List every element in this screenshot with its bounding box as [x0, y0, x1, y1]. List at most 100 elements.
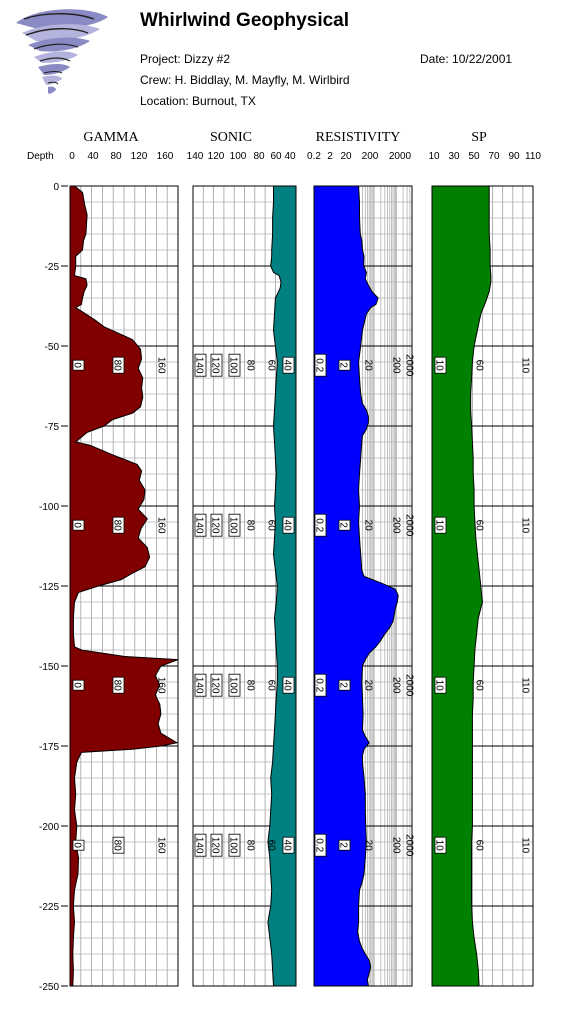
svg-text:80: 80: [245, 520, 256, 532]
inline-scale-label: 140: [194, 673, 207, 697]
svg-text:20: 20: [363, 680, 374, 692]
inline-scale-label: 20: [363, 680, 374, 692]
inline-scale-label: 140: [194, 833, 207, 857]
inline-scale-label: 80: [112, 836, 125, 854]
svg-text:110: 110: [520, 357, 531, 373]
svg-text:100: 100: [228, 517, 239, 534]
svg-text:2000: 2000: [404, 354, 415, 377]
inline-scale-label: 120: [210, 833, 223, 857]
track-scale-label: 40: [87, 151, 99, 162]
track-sp: SP 10 30 50 70 90 110 10 60 110 10 60 110 10 60 110 10 60…: [428, 130, 541, 987]
svg-text:200: 200: [391, 517, 402, 534]
inline-scale-label: 40: [282, 676, 295, 694]
inline-scale-label: 20: [363, 360, 374, 372]
depth-axis-label: Depth: [27, 151, 54, 162]
depth-tick-label: -25: [45, 262, 60, 273]
date-label: Date: 10/22/2001: [420, 52, 513, 66]
depth-tick-label: -250: [39, 982, 59, 993]
track-title: SP: [471, 130, 487, 145]
inline-scale-label: 2: [338, 359, 351, 371]
track-scale-label: 80: [110, 151, 122, 162]
inline-scale-label: 80: [245, 680, 256, 692]
inline-scale-label: 60: [266, 360, 277, 372]
svg-text:0: 0: [72, 362, 83, 368]
track-fill: [267, 185, 297, 987]
track-border: [192, 185, 297, 987]
inline-scale-label: 120: [210, 353, 223, 377]
svg-text:100: 100: [228, 677, 239, 694]
svg-text:0.2: 0.2: [314, 518, 325, 532]
svg-text:60: 60: [474, 840, 485, 852]
inline-scale-label: 2: [338, 679, 351, 691]
inline-scale-label: 100: [228, 673, 241, 697]
track-scale-label: 110: [525, 151, 541, 162]
inline-scale-label: 10: [434, 356, 447, 374]
svg-text:200: 200: [391, 357, 402, 374]
track-scale-label: 160: [157, 151, 174, 162]
svg-text:10: 10: [434, 840, 445, 852]
inline-scale-label: 200: [391, 677, 402, 694]
svg-text:140: 140: [194, 837, 205, 854]
inline-scale-label: 200: [391, 837, 402, 854]
svg-text:60: 60: [266, 520, 277, 532]
inline-scale-label: 140: [194, 353, 207, 377]
depth-tick-label: -175: [39, 742, 59, 753]
svg-text:10: 10: [434, 520, 445, 532]
inline-scale-label: 110: [520, 357, 531, 373]
svg-text:100: 100: [228, 357, 239, 374]
inline-scale-label: 200: [391, 517, 402, 534]
depth-tick-label: -100: [39, 502, 59, 513]
inline-scale-label: 80: [112, 516, 125, 534]
svg-text:80: 80: [112, 840, 123, 852]
inline-scale-label: 160: [156, 517, 167, 534]
svg-text:2: 2: [338, 682, 349, 688]
depth-tick-label: -50: [45, 342, 60, 353]
company-name: Whirlwind Geophysical: [140, 10, 350, 31]
inline-scale-label: 80: [245, 520, 256, 532]
track-scale-label: 2000: [389, 151, 412, 162]
depth-tick-label: -150: [39, 662, 59, 673]
inline-scale-label: 60: [474, 840, 485, 852]
depth-tick-label: -75: [45, 422, 60, 433]
inline-scale-label: 0: [72, 359, 85, 371]
track-scale-label: 90: [508, 151, 520, 162]
svg-text:20: 20: [363, 840, 374, 852]
track-scale-label: 70: [488, 151, 500, 162]
inline-scale-label: 0: [72, 519, 85, 531]
svg-text:2: 2: [338, 522, 349, 528]
track-fill: [69, 185, 179, 987]
inline-scale-label: 60: [266, 840, 277, 852]
svg-text:100: 100: [228, 837, 239, 854]
inline-scale-label: 80: [112, 676, 125, 694]
svg-text:140: 140: [194, 677, 205, 694]
svg-text:60: 60: [266, 360, 277, 372]
svg-text:2: 2: [338, 842, 349, 848]
inline-scale-label: 100: [228, 353, 241, 377]
inline-scale-label: 60: [474, 360, 485, 372]
track-scale-label: 120: [131, 151, 148, 162]
track-scale-label: 10: [428, 151, 440, 162]
inline-scale-label: 110: [520, 517, 531, 533]
svg-text:120: 120: [210, 517, 221, 534]
track-gamma: GAMMA 0 40 80 120 160 0 80 160 0 80 160 0 80 160 0 80 160: [69, 130, 179, 987]
svg-text:10: 10: [434, 680, 445, 692]
inline-scale-label: 100: [228, 513, 241, 537]
track-border: [69, 185, 179, 987]
inline-scale-label: 40: [282, 356, 295, 374]
inline-scale-label: 80: [245, 840, 256, 852]
inline-scale-label: 0.2: [314, 673, 327, 697]
svg-text:140: 140: [194, 517, 205, 534]
inline-scale-label: 60: [474, 680, 485, 692]
track-scale-label: 2: [327, 151, 333, 162]
svg-text:2000: 2000: [404, 674, 415, 697]
svg-text:200: 200: [391, 837, 402, 854]
track-scale-label: 200: [362, 151, 379, 162]
track-scale-label: 60: [270, 151, 282, 162]
inline-scale-label: 120: [210, 673, 223, 697]
inline-scale-label: 2000: [404, 674, 415, 697]
inline-scale-label: 40: [282, 836, 295, 854]
inline-scale-label: 0.2: [314, 833, 327, 857]
svg-text:0: 0: [72, 682, 83, 688]
